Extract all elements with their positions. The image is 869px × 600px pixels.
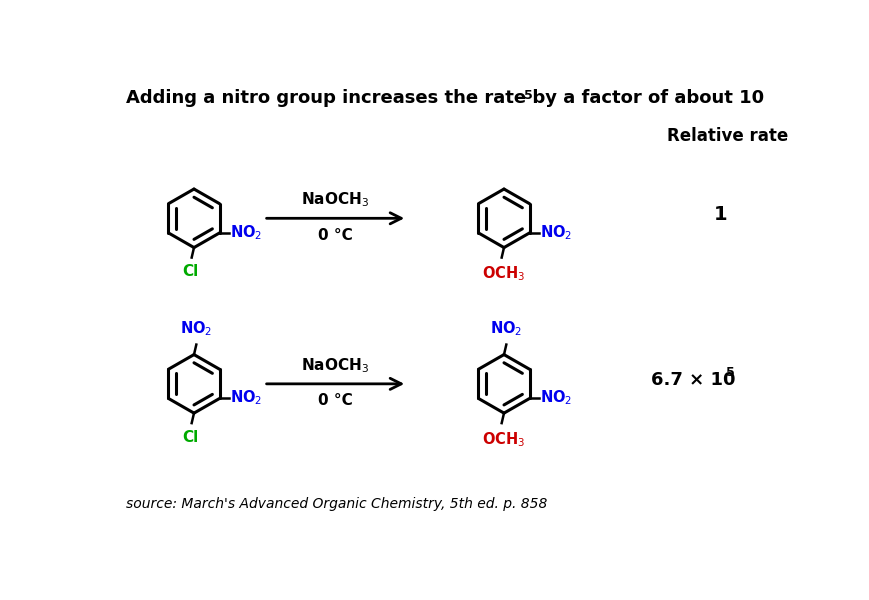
Text: 5: 5 — [725, 366, 733, 379]
Text: NO$_2$: NO$_2$ — [539, 388, 571, 407]
Text: NO$_2$: NO$_2$ — [180, 319, 212, 338]
Text: NO$_2$: NO$_2$ — [229, 388, 262, 407]
Text: NO$_2$: NO$_2$ — [489, 319, 521, 338]
Text: 1: 1 — [713, 205, 727, 224]
Text: NO$_2$: NO$_2$ — [229, 223, 262, 242]
Text: NaOCH$_3$: NaOCH$_3$ — [301, 190, 369, 209]
Text: Cl: Cl — [182, 265, 198, 280]
Text: NaOCH$_3$: NaOCH$_3$ — [301, 356, 369, 374]
Text: Adding a nitro group increases the rate by a factor of about 10: Adding a nitro group increases the rate … — [126, 89, 763, 107]
Text: OCH$_3$: OCH$_3$ — [481, 265, 524, 283]
Text: NO$_2$: NO$_2$ — [539, 223, 571, 242]
Text: Cl: Cl — [182, 430, 198, 445]
Text: 0 °C: 0 °C — [318, 393, 353, 408]
Text: 0 °C: 0 °C — [318, 227, 353, 242]
Text: source: March's Advanced Organic Chemistry, 5th ed. p. 858: source: March's Advanced Organic Chemist… — [126, 497, 547, 511]
Text: 5: 5 — [523, 89, 533, 102]
Text: OCH$_3$: OCH$_3$ — [481, 430, 524, 449]
Text: Relative rate: Relative rate — [666, 127, 787, 145]
Text: 6.7 × 10: 6.7 × 10 — [651, 371, 735, 389]
